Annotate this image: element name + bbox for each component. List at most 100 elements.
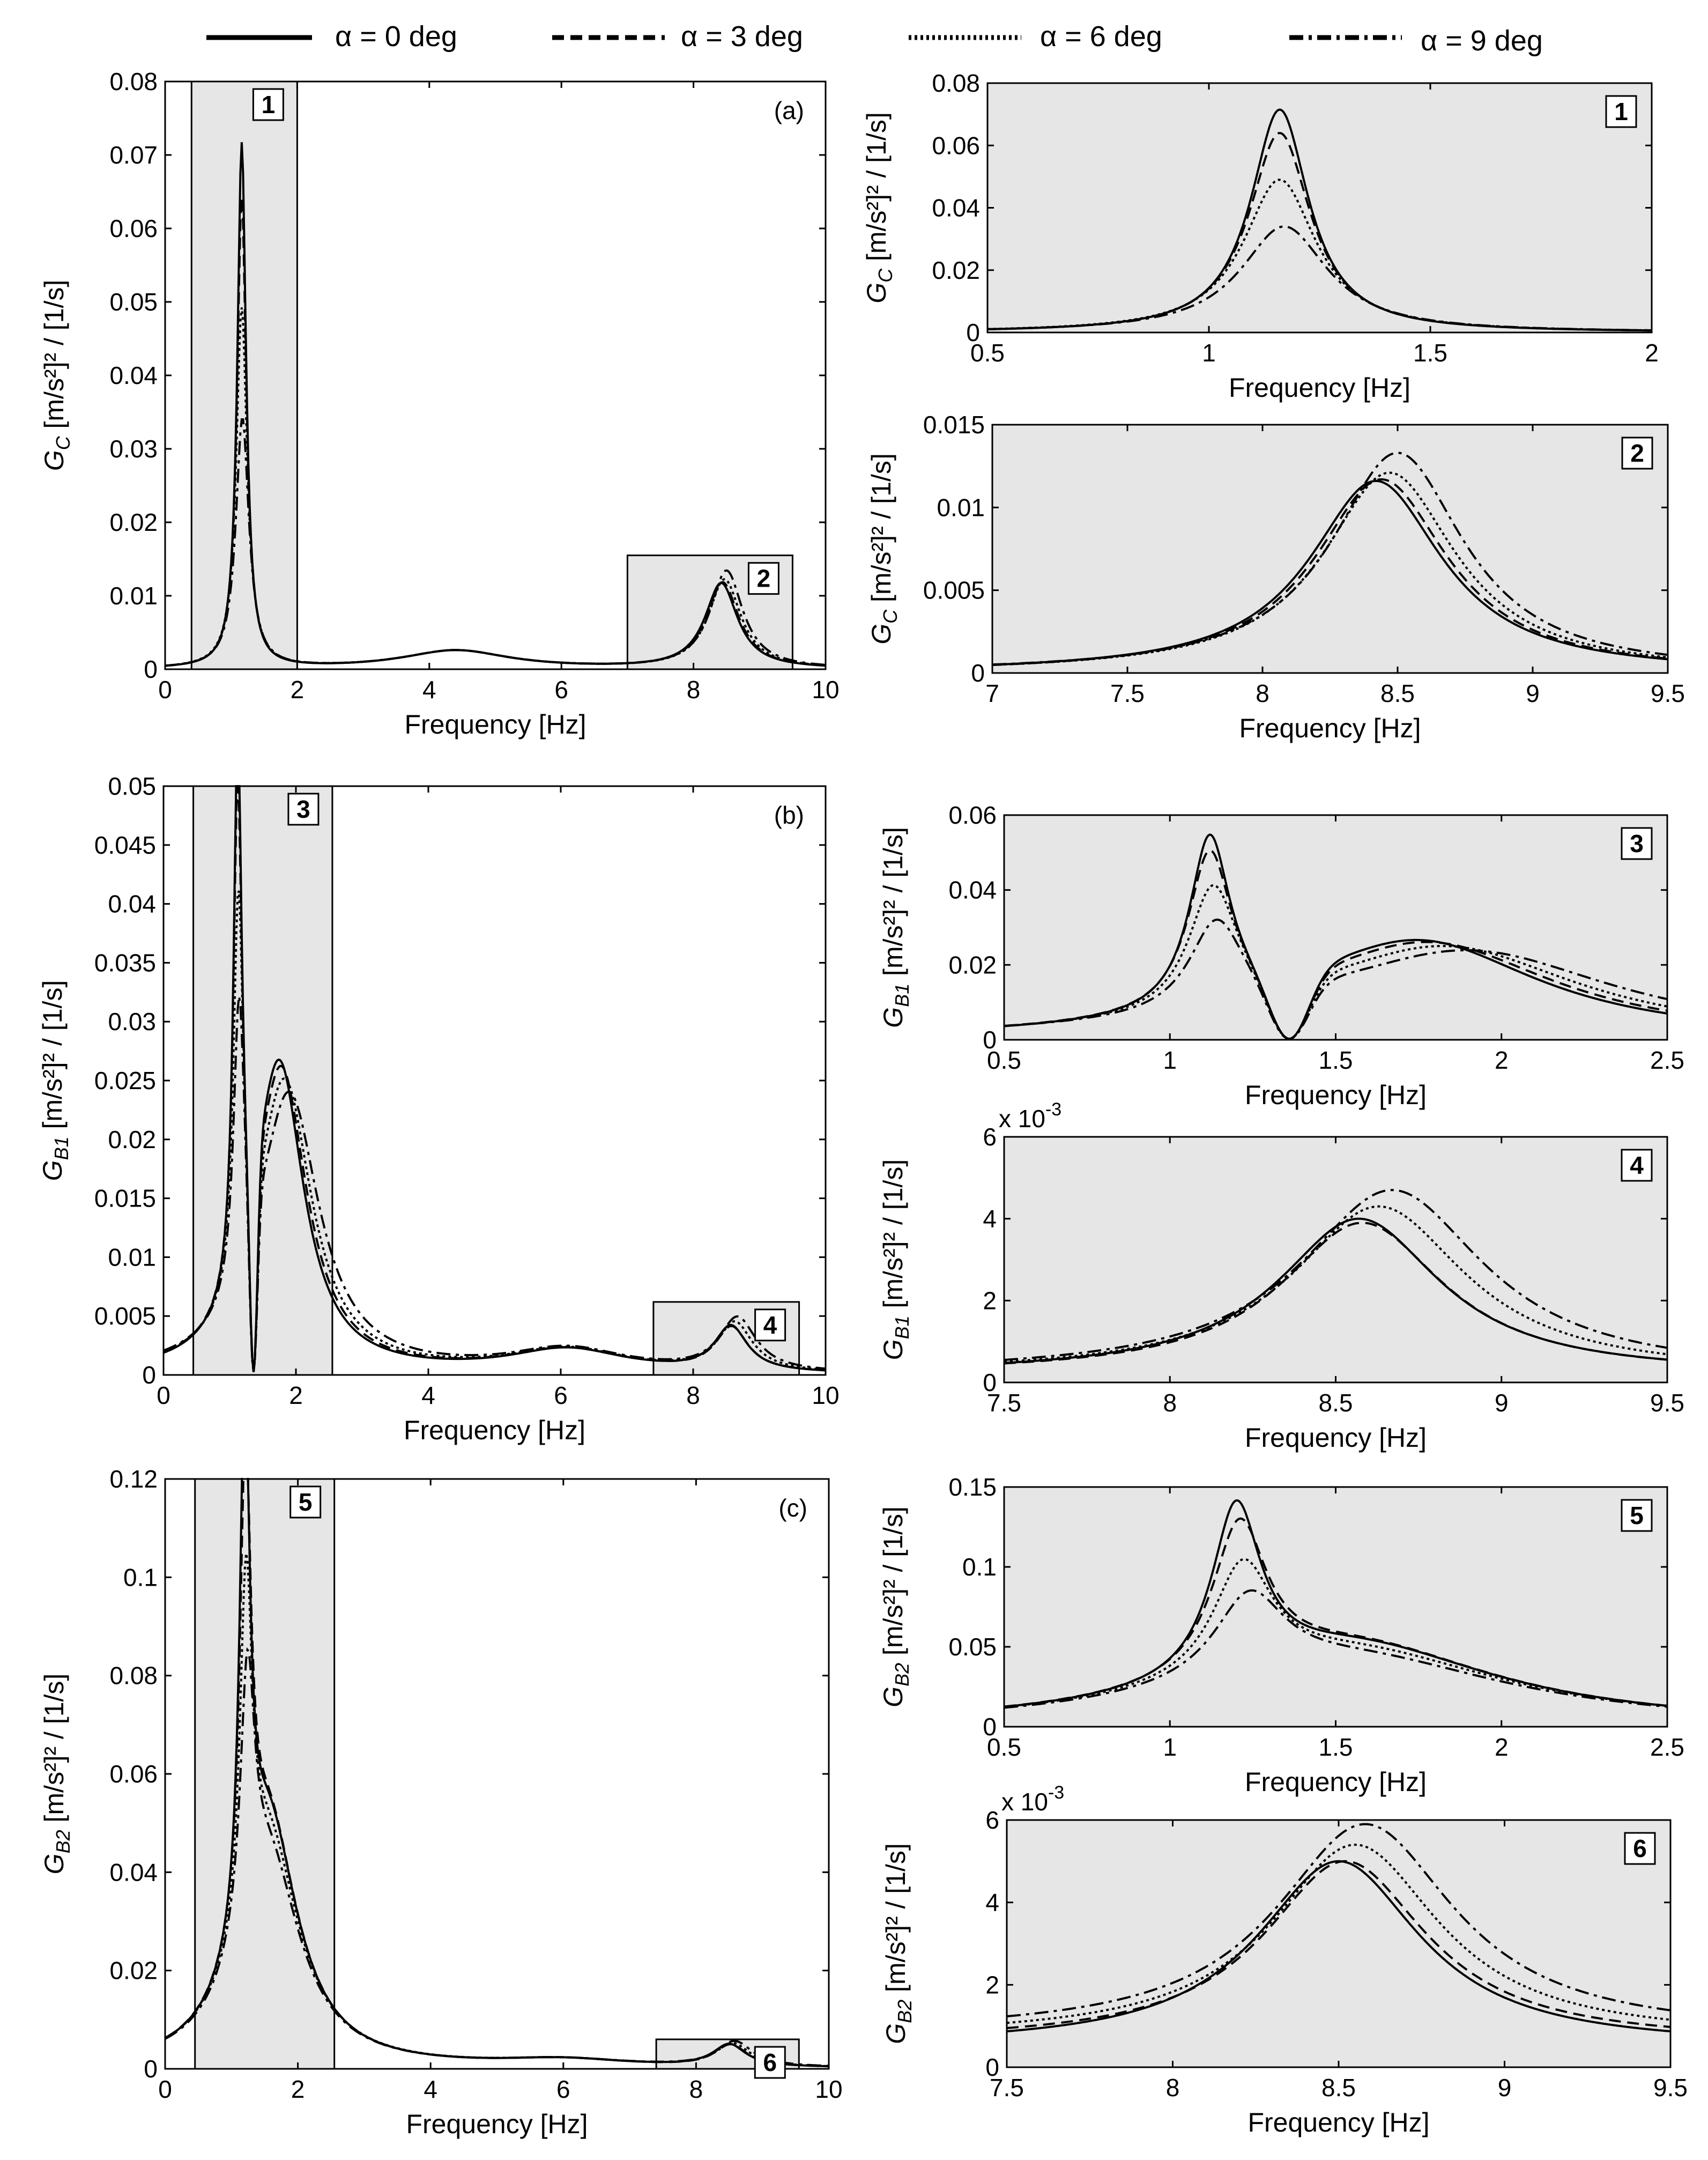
series-line-1: [1004, 1222, 1667, 1365]
axis-exponent: x 10-3: [999, 1099, 1061, 1133]
series-line-1: [1007, 1860, 1670, 2029]
plot-frame: [991, 424, 1669, 674]
x-tick-label: 9: [1526, 679, 1540, 707]
y-tick-label: 0: [966, 319, 980, 346]
x-axis-label: Frequency [Hz]: [1245, 1423, 1427, 1453]
x-tick-label: 8.5: [1380, 679, 1415, 707]
box-label-frame: [1605, 95, 1637, 128]
chart-z2: 7 7.5 8 8.5 9 9.5 0 0.005 0.01 0.015 Frequency [Hz…: [866, 411, 1685, 743]
y-tick-label: 0.12: [109, 1465, 158, 1493]
y-tick-label: 0.05: [108, 772, 156, 800]
y-tick-label: 0.06: [109, 214, 158, 242]
box-label: 3: [1630, 830, 1644, 857]
box-label-frame: [1624, 1832, 1656, 1865]
zoom-label: 6: [763, 2048, 777, 2076]
zoom-box-3: [192, 785, 333, 1376]
x-tick-label: 4: [424, 2075, 437, 2103]
box-label: 5: [1630, 1501, 1644, 1529]
x-tick-label: 9.5: [1651, 679, 1685, 707]
x-tick-label: 0.5: [987, 1046, 1021, 1074]
y-tick-label: 0.01: [937, 493, 985, 521]
panel-letter: (b): [774, 801, 804, 829]
x-axis-label: Frequency [Hz]: [406, 2109, 588, 2139]
y-tick-label: 0.02: [108, 1126, 156, 1153]
series-line-3: [165, 418, 826, 667]
x-tick-label: 8: [1166, 2074, 1180, 2102]
x-tick-label: 1: [1163, 1733, 1177, 1761]
chart-z6: 7.5 8 8.5 9 9.5 0 2 4 6 Frequency [Hz] GB2 [m/s²]²…: [881, 1782, 1688, 2137]
y-tick-label: 0.06: [109, 1760, 158, 1788]
y-tick-label: 0.08: [109, 68, 158, 95]
y-tick-label: 0.07: [109, 141, 158, 169]
x-tick-label: 8: [1256, 679, 1269, 707]
x-tick-label: 8: [687, 676, 701, 704]
plot-area: [1004, 815, 1667, 1040]
y-axis-label: GB1 [m/s²]² / [1/s]: [38, 980, 72, 1181]
y-tick-label: 0.06: [948, 801, 997, 829]
zoom-label-frame: [252, 88, 284, 121]
series-line-1: [1004, 849, 1667, 1040]
y-tick-label: 0.035: [94, 949, 156, 977]
y-tick-label: 2: [983, 1286, 997, 1314]
y-tick-label: 0.015: [923, 411, 985, 439]
y-tick-label: 0.06: [932, 131, 980, 159]
y-tick-label: 0.005: [923, 576, 985, 604]
x-axis-label: Frequency [Hz]: [404, 1415, 585, 1445]
chart-z5: 0.5 1 1.5 2 2.5 0 0.05 0.1 0.15 Frequency [Hz] GB2…: [878, 1473, 1684, 1797]
series-line-3: [1004, 1189, 1667, 1361]
chart-z4: 7.5 8 8.5 9 9.5 0 2 4 6 Frequency [Hz] GB1 [m/s²]²…: [878, 1099, 1684, 1453]
x-tick-label: 10: [812, 1381, 839, 1409]
y-tick-label: 0: [144, 655, 158, 683]
chart-a: 0 2 4 6 8 10 0 0.01 0.02 0.03 0.04 0.05 0.06 0.07 0.08…: [39, 68, 840, 739]
x-axis-label: Frequency [Hz]: [1229, 373, 1410, 403]
x-tick-label: 1.5: [1319, 1733, 1353, 1761]
y-axis-label: GB2 [m/s²]² / [1/s]: [39, 1674, 74, 1875]
zoom-label-frame: [754, 2046, 786, 2079]
zoom-label: 4: [763, 1311, 777, 1339]
panel-letter: (c): [778, 1494, 807, 1522]
y-tick-label: 0: [983, 1026, 997, 1054]
y-tick-label: 0: [983, 1713, 997, 1741]
box-label: 6: [1633, 1834, 1647, 1862]
y-tick-label: 0.04: [948, 876, 997, 904]
x-tick-label: 1: [1163, 1046, 1177, 1074]
y-tick-label: 0.08: [932, 69, 980, 97]
x-axis-label: Frequency [Hz]: [1239, 713, 1421, 743]
x-tick-label: 8: [689, 2075, 703, 2103]
zoom-label: 1: [262, 91, 276, 119]
x-tick-label: 10: [815, 2075, 842, 2103]
x-tick-label: 8: [686, 1381, 700, 1409]
y-tick-label: 0.01: [108, 1243, 156, 1271]
y-tick-label: 0.04: [108, 890, 156, 918]
y-tick-label: 6: [983, 1123, 997, 1151]
y-tick-label: 0: [142, 1361, 156, 1389]
y-tick-label: 0.005: [94, 1302, 156, 1330]
x-axis-label: Frequency [Hz]: [1247, 2107, 1429, 2137]
y-tick-label: 0: [971, 659, 985, 687]
zoom-label: 3: [296, 795, 310, 823]
y-tick-label: 0.04: [932, 194, 980, 222]
y-tick-label: 0: [144, 2055, 158, 2083]
y-tick-label: 0.02: [948, 951, 997, 979]
y-tick-label: 0.04: [109, 361, 158, 389]
series-line-2: [1004, 1558, 1667, 1708]
chart-c: 0 2 4 6 8 10 0 0.02 0.04 0.06 0.08 0.1 0.12 Frequency…: [39, 1465, 843, 2139]
chart-z1: 0.5 1 1.5 2 0 0.02 0.04 0.06 0.08 Frequency [Hz] G…: [862, 69, 1659, 403]
x-tick-label: 9.5: [1653, 2074, 1688, 2102]
y-tick-label: 0.02: [109, 1957, 158, 1985]
zoom-label-frame: [287, 793, 320, 826]
x-tick-label: 6: [556, 2075, 570, 2103]
zoom-label-frame: [289, 1485, 322, 1519]
x-tick-label: 8: [1163, 1389, 1177, 1417]
zoom-label-frame: [747, 562, 779, 595]
y-axis-label: GC [m/s²]² / [1/s]: [866, 453, 901, 645]
legend-label-2: α = 6 deg: [1040, 20, 1162, 53]
box-label: 4: [1630, 1151, 1644, 1179]
y-tick-label: 0.02: [109, 508, 158, 536]
series-line-3: [987, 225, 1652, 331]
y-tick-label: 0.1: [962, 1553, 997, 1581]
zoom-label-frame: [754, 1308, 786, 1342]
series-line-2: [1007, 1844, 1670, 2024]
zoom-label: 5: [299, 1488, 313, 1516]
legend-item-0: α = 0 deg: [206, 20, 457, 53]
